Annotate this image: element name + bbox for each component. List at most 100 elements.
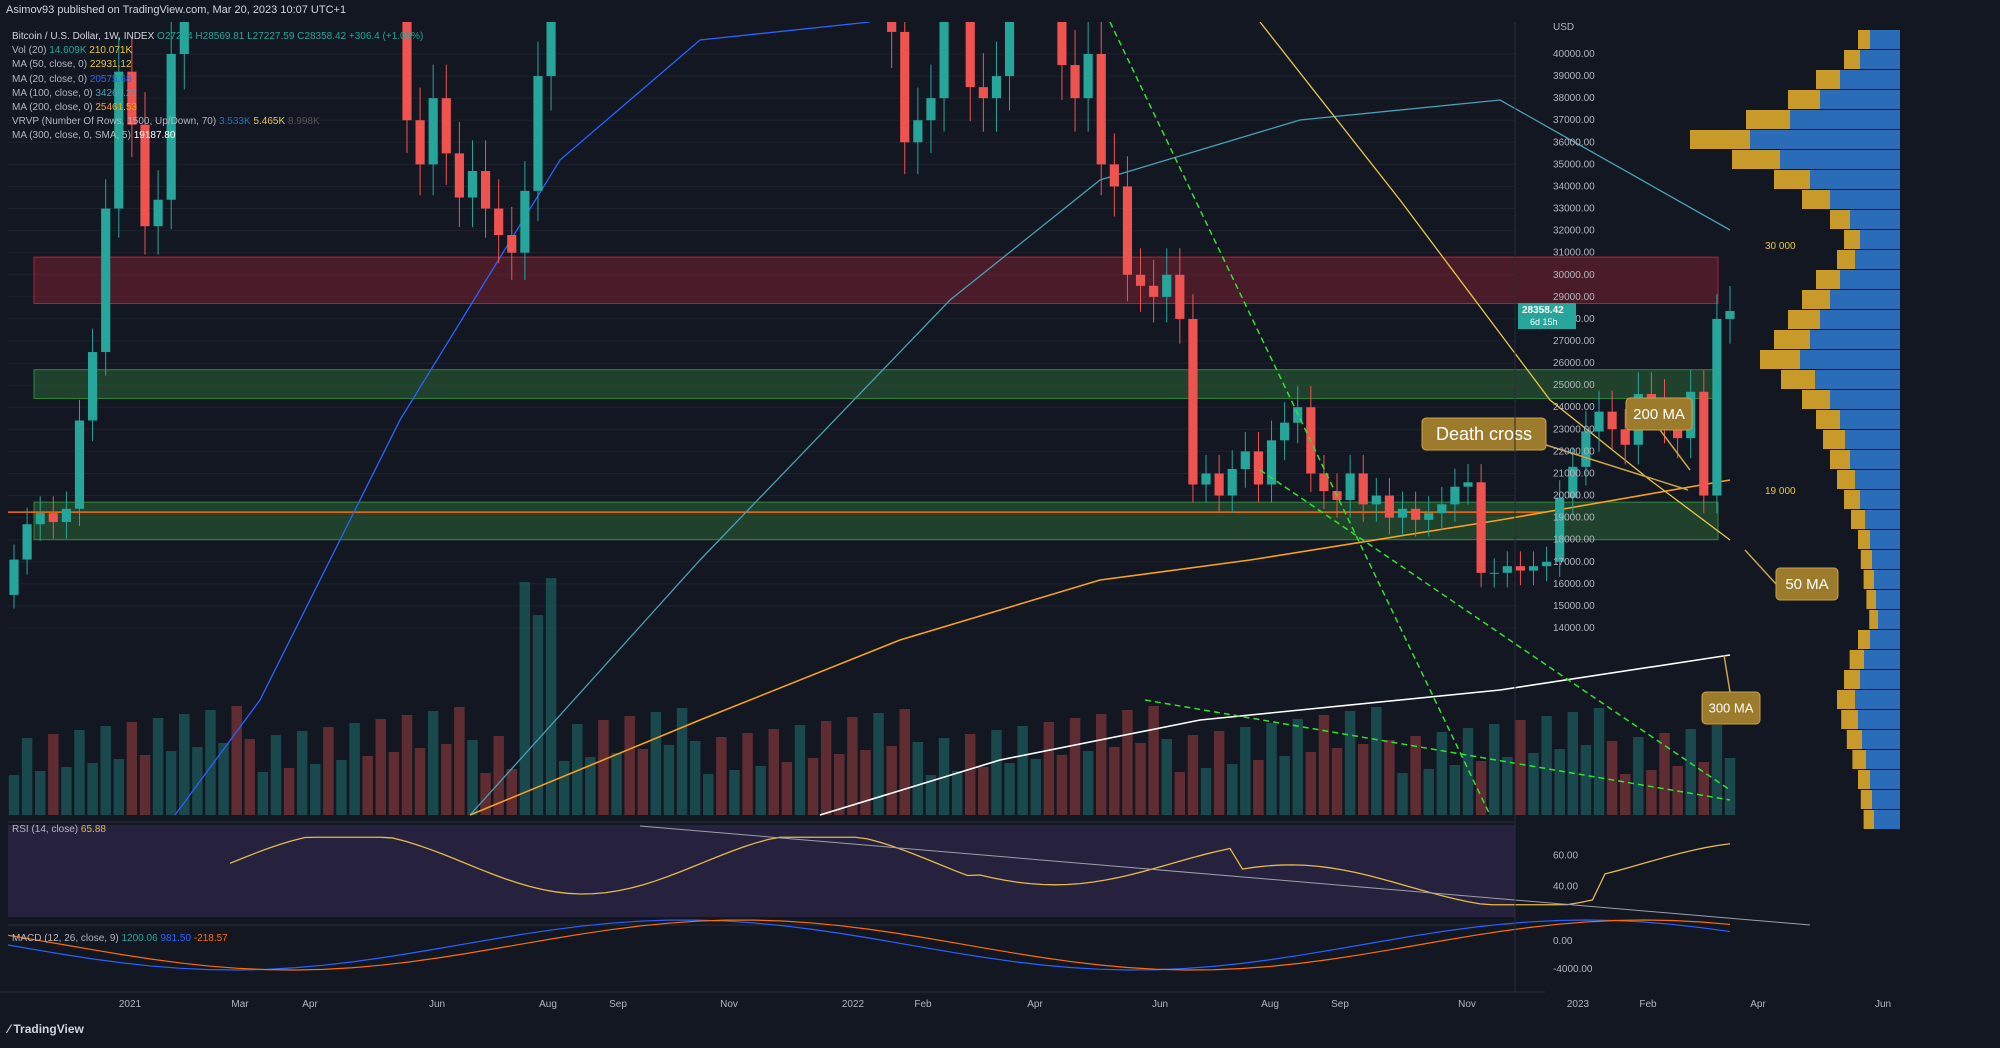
candle-body xyxy=(402,22,412,121)
vp-bar-down xyxy=(1858,770,1870,789)
candle-body xyxy=(1345,473,1355,500)
vp-bar-down xyxy=(1860,550,1872,569)
header-bar: Asimov93 published on TradingView.com, M… xyxy=(0,0,2000,22)
vp-bar-up xyxy=(1870,770,1900,789)
volume-bar xyxy=(1515,720,1526,815)
price-tick-label: 21000.00 xyxy=(1553,468,1595,479)
vp-bar-down xyxy=(1849,650,1864,669)
candle-body xyxy=(1319,473,1329,492)
candle-body xyxy=(1266,440,1277,485)
volume-bar xyxy=(519,582,531,815)
legend-ma100[interactable]: MA (100, close, 0) 34260.22 xyxy=(12,87,423,101)
macd-legend[interactable]: MACD (12, 26, close, 9) 1200.06 981.50 -… xyxy=(12,933,228,944)
tradingview-logo[interactable]: ⁄ TradingView xyxy=(8,1022,84,1036)
volume-bar xyxy=(493,736,504,815)
volume-bar xyxy=(48,734,59,815)
vp-bar-up xyxy=(1790,110,1900,129)
legend-vol[interactable]: Vol (20) 14.609K 210.071K xyxy=(12,44,423,58)
macd-tick-label: 0.00 xyxy=(1553,936,1573,947)
volume-bar xyxy=(34,771,46,815)
vp-bar-up xyxy=(1810,330,1900,349)
vp-bar-up xyxy=(1858,710,1900,729)
volume-bar xyxy=(1056,755,1068,815)
candle-body xyxy=(88,352,98,421)
moving-averages xyxy=(174,21,1731,816)
last-price-countdown: 6d 15h xyxy=(1530,317,1558,327)
time-tick-label: Jun xyxy=(429,999,445,1010)
zone-label: 30 000 xyxy=(1765,241,1796,252)
volume-bar xyxy=(1567,712,1579,815)
legend-symbol[interactable]: Bitcoin / U.S. Dollar, 1W, INDEX O27254 … xyxy=(12,30,423,44)
volume-bar xyxy=(991,730,1002,815)
zone-2 xyxy=(33,501,1719,541)
candle-body xyxy=(1122,186,1133,275)
candle-body xyxy=(9,559,19,595)
price-tick-label: 40000.00 xyxy=(1553,49,1595,60)
volume-bar xyxy=(165,751,177,815)
annotation-label: Death cross xyxy=(1436,424,1532,444)
vp-bar-up xyxy=(1850,210,1900,229)
candle-body xyxy=(1070,65,1080,99)
time-tick-label: Apr xyxy=(1750,999,1766,1010)
rsi-legend[interactable]: RSI (14, close) 65.88 xyxy=(12,824,106,835)
time-tick-label: Jun xyxy=(1875,999,1891,1010)
vp-bar-down xyxy=(1852,750,1866,769)
price-tick-label: 32000.00 xyxy=(1553,226,1595,237)
volume-bar xyxy=(506,769,518,815)
volume-bar xyxy=(1266,723,1277,815)
vp-bar-down xyxy=(1732,150,1780,169)
candle-body xyxy=(913,120,923,143)
vp-bar-down xyxy=(1851,510,1865,529)
volume-bar xyxy=(1213,731,1225,815)
vp-bar-down xyxy=(1788,310,1820,329)
vp-bar-up xyxy=(1855,470,1900,489)
candle-body xyxy=(1463,482,1473,487)
rsi-pane: 60.00 40.00 xyxy=(8,821,1811,926)
vp-bar-down xyxy=(1837,250,1855,269)
volume-bar xyxy=(1109,747,1120,815)
legend-ma300[interactable]: MA (300, close, 0, SMA, 5) 19187.80 xyxy=(12,129,423,143)
price-axis: USD 40000.00 39000.00 38000.00 37000.00 36000… xyxy=(1514,22,1595,992)
candle-body xyxy=(1096,54,1106,165)
macd-pane: 0.00 -4000.00 xyxy=(7,919,1731,975)
vp-bar-down xyxy=(1858,30,1870,49)
rsi-band xyxy=(8,825,1515,917)
volume-bar xyxy=(1423,769,1434,815)
volume-bar xyxy=(1331,748,1343,815)
volume-bar xyxy=(1017,726,1028,815)
candle-body xyxy=(520,190,530,253)
ma200-label: MA (200, close, 0) xyxy=(12,102,93,114)
volume-bar xyxy=(1292,719,1303,815)
ohlc-values: O27254 H28569.81 L27227.59 C28358.42 +30… xyxy=(157,31,424,42)
volume-bar xyxy=(834,754,845,815)
ma300-value: 19187.80 xyxy=(133,130,176,142)
vp-bar-up xyxy=(1830,290,1900,309)
vp-bar-down xyxy=(1802,190,1830,209)
volume-bar xyxy=(323,727,334,815)
candle-body xyxy=(415,120,425,165)
legend-vrvp[interactable]: VRVP (Number Of Rows, 1500, Up/Down, 70)… xyxy=(12,115,423,129)
candle-body xyxy=(887,22,897,32)
legend-ma200[interactable]: MA (200, close, 0) 25461.53 xyxy=(12,101,423,115)
volume-bar xyxy=(781,762,793,815)
candle-body xyxy=(1384,495,1395,518)
time-tick-label: Feb xyxy=(914,999,932,1010)
volume-bar xyxy=(87,763,98,815)
volume-bar xyxy=(585,757,596,815)
rsi-trendline xyxy=(639,825,1811,926)
ma100-label: MA (100, close, 0) xyxy=(12,87,93,99)
legend-ma20[interactable]: MA (20, close, 0) 20575.68 xyxy=(12,73,423,87)
ma300-label: MA (300, close, 0, SMA, 5) xyxy=(12,130,131,142)
volume-bar xyxy=(1240,727,1251,815)
legend-ma50[interactable]: MA (50, close, 0) 22931.12 xyxy=(12,58,423,72)
candle-body xyxy=(179,22,189,54)
vp-bar-up xyxy=(1840,410,1900,429)
vp-bar-down xyxy=(1863,810,1874,829)
vp-bar-up xyxy=(1872,550,1900,569)
volume-bar xyxy=(1200,768,1212,815)
candle-body xyxy=(1188,318,1198,485)
price-tick-label: 25000.00 xyxy=(1553,380,1595,391)
